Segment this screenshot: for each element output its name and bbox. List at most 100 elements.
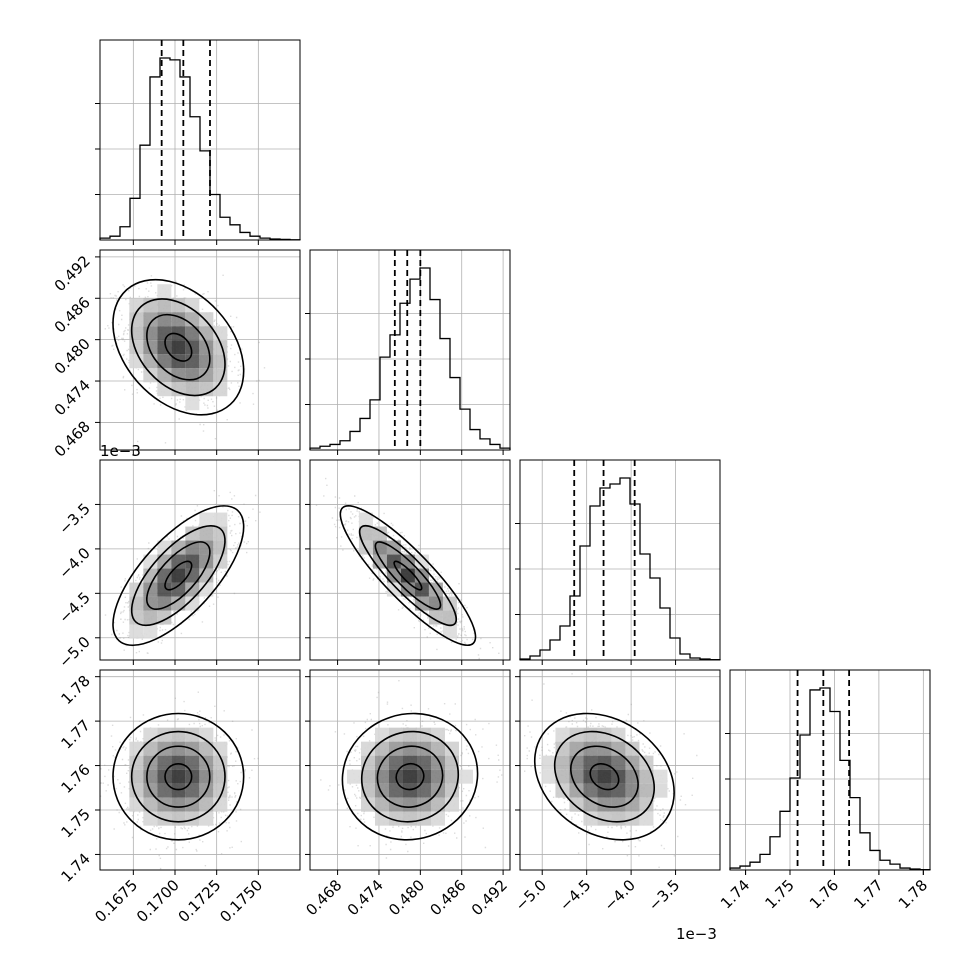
density-cell-5--1-3 [583,811,598,826]
density-cell-0--1--3 [157,298,172,313]
density-cell-3-1--3 [185,727,200,742]
density-cell-1--3-3 [129,610,144,625]
density-cell-4-1--1 [417,755,431,770]
density-cell-1-2--4 [199,512,214,527]
density-cell-3-0-1 [171,783,186,798]
density-cell-1--2-4 [143,624,158,639]
density-cell-3--2--2 [143,741,158,756]
density-cell-5-0--2 [597,741,612,756]
density-cell-2--1-1 [386,582,401,597]
density-cell-0-0-0 [171,340,186,355]
density-cell-0-0--3 [171,298,186,313]
density-cell-5-1--2 [611,741,626,756]
density-cell-1--3-4 [129,624,144,639]
panel-frame-5 [519,669,721,871]
density-cell-3--1-3 [157,811,172,826]
density-cell-3-2--2 [199,741,214,756]
contour-3-3 [112,712,245,841]
density-cell-0-0-3 [171,382,186,397]
panel-density-1 [104,460,277,654]
density-cell-1-3--3 [213,526,228,541]
density-cell-3--1--3 [157,727,172,742]
density-cell-2--3--4 [358,512,373,527]
x-tick-label-3-4: 1.78 [895,876,931,912]
contour-5-2 [553,730,656,823]
x-tick-label-0-0: 0.1675 [91,876,141,926]
density-cell-4-2--1 [431,755,445,770]
density-cell-5-0-2 [597,797,612,812]
density-cell-2-3-4 [442,624,457,639]
density-cell-3-0--1 [171,755,186,770]
x-tick-label-3-0: 1.74 [717,876,753,912]
density-cell-0-1-1 [185,354,200,369]
density-cell-4-2-3 [431,811,445,826]
density-cell-3-1-3 [185,811,200,826]
density-cell-0-1--3 [185,298,200,313]
density-cell-0--1-3 [157,382,172,397]
x-tick-label-2-2: −4.0 [600,876,638,914]
y-tick-label-2-3: −3.5 [55,500,93,538]
x-tick-label-2-3: −3.5 [645,876,683,914]
y-tick-label-3-1: 1.75 [57,805,93,841]
density-cell-4--1--1 [389,755,403,770]
histogram-frame-0 [99,39,301,241]
histogram-step-line-2 [519,477,721,661]
density-cell-4--2-3 [375,811,389,826]
density-cell-5-0--1 [597,755,612,770]
density-cell-3-2-0 [199,769,214,784]
density-cell-2--3--3 [358,526,373,541]
contour-5-3 [533,712,675,841]
contour-2-0 [393,560,423,591]
density-cell-5-0-3 [597,811,612,826]
density-cell-4-2-2 [431,797,445,812]
density-cell-5-4-0 [653,769,668,784]
scatter-panel-2-3 [519,669,721,871]
contour-3-0 [164,762,193,791]
density-cell-5--1-1 [583,783,598,798]
density-cell-5--3--2 [555,741,570,756]
density-cell-4-0-0 [403,769,417,784]
density-cell-0-3-3 [213,382,228,397]
y-tick-label-3-0: 1.74 [57,850,93,886]
density-cell-5--2-1 [569,783,584,798]
density-cell-1-0-2 [171,596,186,611]
density-cell-0-2-1 [199,354,214,369]
density-cell-4--2-1 [375,783,389,798]
density-cell-5--3-0 [555,769,570,784]
histogram-step-line-0 [99,57,301,241]
panel-frame-2 [309,459,511,661]
density-cell-3-1-1 [185,783,200,798]
panel-frame-0 [99,249,301,451]
y-tick-label-2-2: −4.0 [55,544,93,582]
density-cell-0--1-1 [157,354,172,369]
density-cell-5-3-3 [639,811,654,826]
contour-3-1 [146,745,211,808]
contour-1-2 [130,524,226,627]
density-cell-4-3-0 [445,769,459,784]
contour-0-3 [112,278,245,416]
y-tick-label-1-4: 0.492 [51,252,94,295]
density-cell-2-0-0 [400,568,415,583]
density-cell-5-0--3 [597,727,612,742]
density-cell-5--4--1 [541,755,556,770]
density-cell-1-0--1 [171,554,186,569]
histogram-step-line-1 [309,267,511,450]
density-cell-5-1-3 [611,811,626,826]
density-cell-5--3--1 [555,755,570,770]
histogram-panel-1 [305,249,511,455]
density-cell-4-1-1 [417,783,431,798]
y-tick-label-1-1: 0.474 [51,376,94,419]
scatter-panel-1-3 [309,669,511,871]
density-cell-1--2-3 [143,610,158,625]
density-cell-4--3-2 [361,797,375,812]
density-cell-1-2-1 [199,582,214,597]
density-cell-1-0--2 [171,540,186,555]
density-cell-4-0--2 [403,741,417,756]
density-cell-0-2--2 [199,312,214,327]
histogram-panel-3 [725,669,931,875]
contour-1-0 [164,560,193,591]
density-cell-1--1-1 [157,582,172,597]
density-cell-2-3-3 [442,610,457,625]
density-cell-3-0--2 [171,741,186,756]
density-cell-5-1-1 [611,783,626,798]
